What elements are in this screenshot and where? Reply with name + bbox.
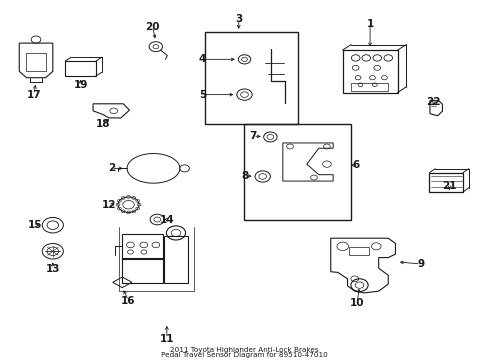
Text: 2: 2	[107, 163, 115, 174]
Text: 15: 15	[27, 220, 42, 230]
Text: 17: 17	[26, 90, 41, 100]
Bar	[26, 53, 45, 71]
Text: 6: 6	[351, 160, 359, 170]
Bar	[65, 61, 96, 76]
Text: 14: 14	[159, 215, 174, 225]
Bar	[428, 172, 462, 192]
Text: 7: 7	[249, 131, 256, 141]
Text: 10: 10	[349, 298, 364, 308]
Text: 16: 16	[121, 296, 136, 306]
Text: 2011 Toyota Highlander Anti-Lock Brakes: 2011 Toyota Highlander Anti-Lock Brakes	[170, 347, 318, 353]
Text: 12: 12	[102, 200, 116, 210]
Text: 22: 22	[426, 97, 440, 107]
Text: 13: 13	[45, 264, 60, 274]
Bar	[243, 124, 350, 220]
Text: 11: 11	[159, 334, 174, 344]
Text: 4: 4	[198, 54, 205, 64]
Text: 8: 8	[242, 171, 248, 181]
Bar	[342, 50, 397, 93]
Bar	[350, 83, 387, 91]
Text: 1: 1	[366, 19, 373, 29]
Text: 21: 21	[442, 181, 456, 192]
Text: 18: 18	[96, 119, 110, 129]
Text: 9: 9	[416, 259, 424, 269]
Bar	[122, 258, 163, 283]
Text: 20: 20	[145, 22, 160, 32]
Bar	[348, 247, 368, 255]
Bar	[122, 234, 163, 259]
Text: 3: 3	[235, 14, 242, 24]
Bar	[205, 32, 298, 123]
Text: 5: 5	[198, 90, 205, 100]
Text: 19: 19	[73, 80, 88, 90]
Bar	[163, 237, 187, 283]
Text: Pedal Travel Sensor Diagram for 89510-47010: Pedal Travel Sensor Diagram for 89510-47…	[161, 352, 327, 357]
